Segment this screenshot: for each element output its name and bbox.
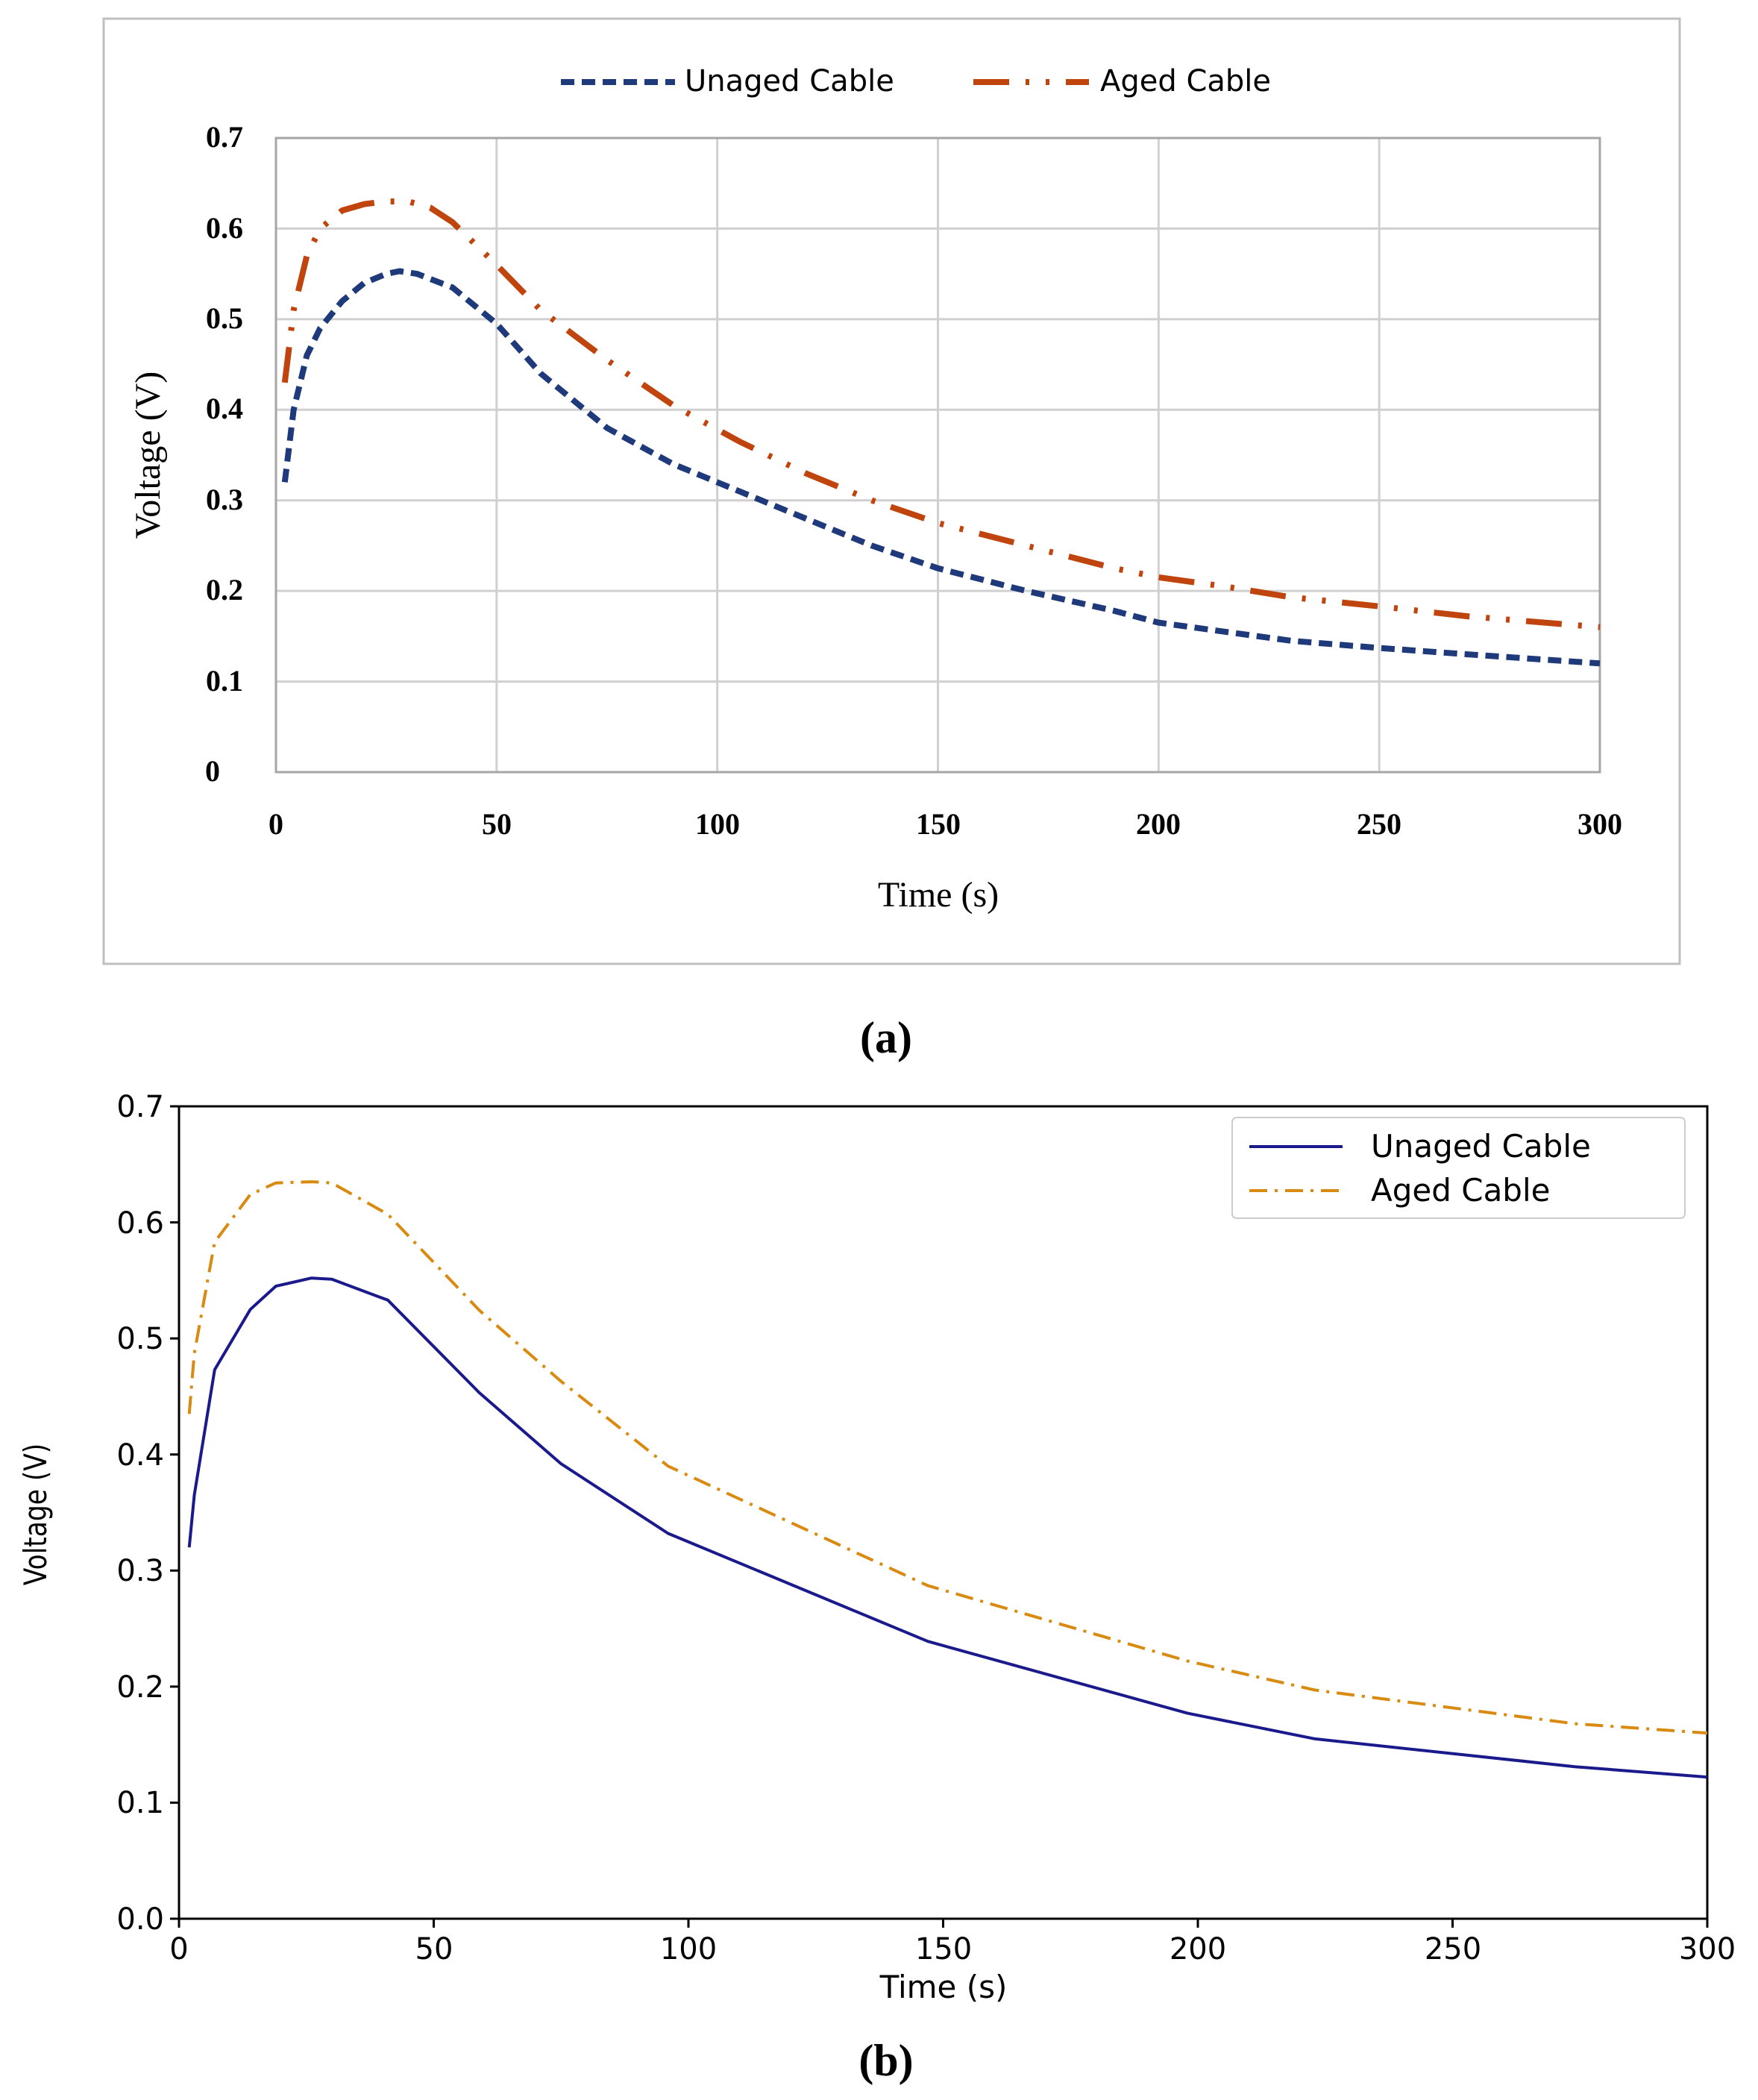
- b-x-axis-title: Time (s): [879, 1969, 1008, 2005]
- b-x-tick-label: 0: [169, 1932, 188, 1966]
- b-y-tick-label: 0.1: [116, 1786, 164, 1820]
- b-y-axis-title: Voltage (V): [18, 1444, 54, 1585]
- a-x-tick-label: 50: [482, 807, 512, 841]
- b-y-tick-label: 0.0: [116, 1902, 164, 1937]
- b-y-tick-label: 0.2: [116, 1670, 164, 1705]
- a-y-tick-label: 0.5: [206, 301, 243, 335]
- a-x-axis-title: Time (s): [878, 875, 999, 915]
- a-x-tick-label: 100: [695, 807, 740, 841]
- b-y-tick-label: 0.7: [116, 1090, 164, 1124]
- panel-a-frame: [102, 17, 1681, 965]
- a-x-tick-label: 150: [916, 807, 961, 841]
- b-series-line-unaged-cable: [187, 1276, 1708, 1779]
- b-y-tick-label: 0.4: [116, 1438, 164, 1473]
- panel-b-plot-area: [178, 1105, 1709, 1920]
- a-legend-label-aged: Aged Cable: [1100, 64, 1271, 98]
- panel-b-chart: 0.0 0.1 0.2 0.3 0.4 0.5 0.6 0.7 0 50 100…: [18, 1090, 1736, 2085]
- b-x-tick-label: 150: [915, 1932, 972, 1966]
- panel-b-legend: Unaged Cable Aged Cable: [1231, 1117, 1686, 1219]
- a-x-tick-label: 200: [1136, 807, 1181, 841]
- panel-b-x-tick-labels: 0 50 100 150 200 250 300: [169, 1932, 1736, 1966]
- panel-a-chart: 0 0.1 0.2 0.3 0.4 0.5 0.6 0.7 0 50 100 1…: [102, 17, 1681, 1062]
- b-series-line-aged-cable: [187, 1180, 1708, 1735]
- panel-b-tick-marks: [170, 1105, 1709, 1928]
- panel-a-x-tick-labels: 0 50 100 150 200 250 300: [269, 807, 1622, 841]
- b-legend-box: [1231, 1117, 1686, 1219]
- a-series-line-aged-cable: [281, 198, 1601, 630]
- panel-a-y-tick-labels: 0 0.1 0.2 0.3 0.4 0.5 0.6 0.7: [205, 120, 243, 788]
- b-y-tick-label: 0.5: [116, 1322, 164, 1356]
- b-x-tick-label: 250: [1425, 1932, 1481, 1966]
- panel-a-gridlines: [274, 137, 1601, 774]
- panel-b-series: [187, 1180, 1708, 1779]
- b-x-tick-label: 50: [415, 1932, 453, 1966]
- a-y-tick-label: 0.6: [206, 211, 243, 245]
- b-legend-label-aged: Aged Cable: [1371, 1172, 1550, 1209]
- panel-a-caption: (a): [860, 1013, 912, 1062]
- a-series-line-unaged-cable: [281, 268, 1601, 667]
- a-y-tick-label: 0: [205, 754, 220, 788]
- a-y-tick-label: 0.7: [206, 120, 243, 154]
- b-x-tick-label: 100: [660, 1932, 717, 1966]
- a-y-tick-label: 0.4: [206, 392, 243, 425]
- b-y-tick-label: 0.3: [116, 1554, 164, 1588]
- b-legend-label-unaged: Unaged Cable: [1371, 1128, 1591, 1165]
- a-legend-label-unaged: Unaged Cable: [685, 64, 894, 98]
- a-x-tick-label: 250: [1357, 807, 1401, 841]
- b-x-tick-label: 200: [1170, 1932, 1226, 1966]
- a-x-tick-label: 0: [269, 807, 283, 841]
- panel-a-series: [281, 198, 1601, 667]
- panel-b-y-tick-labels: 0.0 0.1 0.2 0.3 0.4 0.5 0.6 0.7: [116, 1090, 164, 1937]
- b-x-tick-label: 300: [1679, 1932, 1736, 1966]
- a-x-tick-label: 300: [1578, 807, 1622, 841]
- panel-b-caption: (b): [858, 2036, 913, 2085]
- a-y-tick-label: 0.3: [206, 483, 243, 516]
- panel-a-legend: Unaged Cable Aged Cable: [561, 64, 1271, 98]
- a-y-tick-label: 0.1: [206, 664, 243, 698]
- b-y-tick-label: 0.6: [116, 1206, 164, 1241]
- a-y-tick-label: 0.2: [206, 573, 243, 607]
- panel-a-plot-area: [274, 137, 1601, 774]
- a-y-axis-title: Voltage (V): [128, 372, 168, 539]
